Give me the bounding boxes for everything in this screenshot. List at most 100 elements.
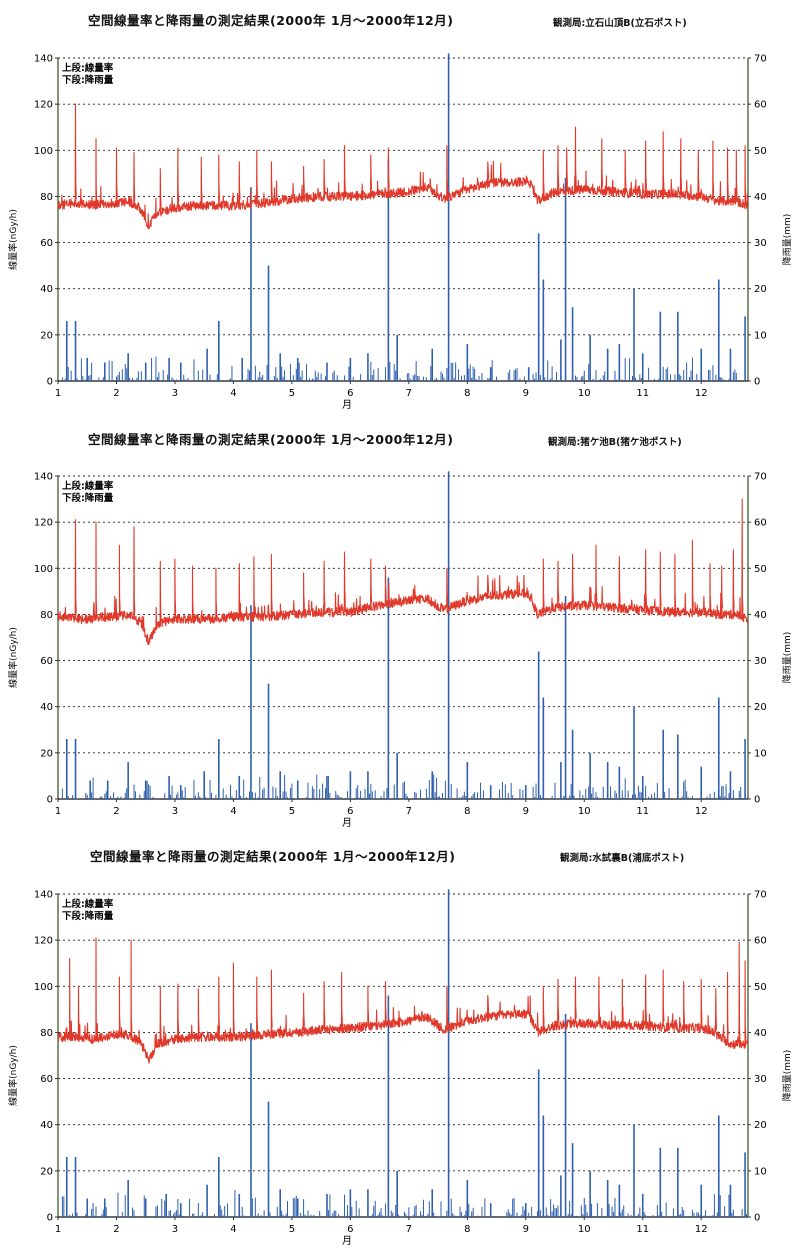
- y-tick-label-right: 0: [754, 795, 760, 806]
- x-axis-label: 月: [342, 399, 352, 411]
- y-tick-label-right: 20: [754, 284, 767, 295]
- x-tick-label: 10: [578, 806, 591, 817]
- x-tick-label: 8: [464, 806, 470, 817]
- y-tick-label-left: 0: [47, 795, 53, 806]
- y-tick-label-right: 20: [754, 1120, 767, 1131]
- x-tick-label: 12: [695, 1224, 708, 1235]
- y-tick-label-left: 40: [40, 702, 53, 713]
- x-tick-label: 4: [230, 1224, 236, 1235]
- legend-upper: 上段:線量率: [62, 480, 114, 492]
- y-axis-label-right: 降雨量(mm): [781, 214, 793, 266]
- y-tick-label-left: 100: [34, 564, 53, 575]
- y-tick-label-left: 80: [40, 610, 53, 621]
- y-tick-label-left: 40: [40, 1120, 53, 1131]
- legend-upper: 上段:線量率: [62, 898, 114, 910]
- x-tick-label: 11: [636, 388, 649, 399]
- x-tick-label: 10: [578, 388, 591, 399]
- x-tick-label: 12: [695, 806, 708, 817]
- y-tick-label-left: 0: [47, 377, 53, 388]
- y-tick-label-left: 20: [40, 1166, 53, 1177]
- x-tick-label: 1: [55, 806, 61, 817]
- y-tick-label-left: 60: [40, 238, 53, 249]
- chart-title: 空間線量率と降雨量の測定結果(2000年 1月～2000年12月): [88, 13, 454, 28]
- y-tick-label-right: 30: [754, 1074, 767, 1085]
- chart-panel-urasoko: 空間線量率と降雨量の測定結果(2000年 1月～2000年12月) 観測局:水試…: [0, 836, 800, 1253]
- dose-rate-line: [57, 937, 749, 1064]
- y-tick-label-left: 140: [34, 472, 53, 483]
- y-tick-label-right: 10: [754, 330, 767, 341]
- x-tick-label: 8: [464, 1224, 470, 1235]
- x-axis-label: 月: [342, 1235, 352, 1247]
- x-tick-label: 6: [347, 388, 353, 399]
- x-tick-label: 1: [55, 388, 61, 399]
- y-tick-label-left: 20: [40, 330, 53, 341]
- y-tick-label-left: 120: [34, 100, 53, 111]
- x-tick-label: 12: [695, 388, 708, 399]
- chart-panel-tateishi: 空間線量率と降雨量の測定結果(2000年 1月～2000年12月) 観測局:立石…: [0, 0, 800, 418]
- x-tick-label: 2: [113, 388, 119, 399]
- x-tick-label: 11: [636, 1224, 649, 1235]
- y-tick-label-right: 50: [754, 982, 767, 993]
- x-tick-label: 5: [289, 806, 295, 817]
- x-tick-label: 4: [230, 388, 236, 399]
- chart-title: 空間線量率と降雨量の測定結果(2000年 1月～2000年12月): [90, 849, 456, 864]
- y-tick-label-right: 70: [754, 54, 767, 65]
- x-tick-label: 8: [464, 388, 470, 399]
- y-tick-label-left: 60: [40, 656, 53, 667]
- dose-rate-line: [57, 498, 749, 645]
- legend-lower: 下段:降雨量: [62, 492, 114, 504]
- x-tick-label: 3: [172, 806, 178, 817]
- y-axis-label-left: 線量率(nGy/h): [7, 1045, 19, 1106]
- y-tick-label-left: 100: [34, 982, 53, 993]
- y-tick-label-right: 40: [754, 192, 767, 203]
- legend-lower: 下段:降雨量: [62, 74, 114, 86]
- y-tick-label-right: 70: [754, 890, 767, 901]
- x-tick-label: 1: [55, 1224, 61, 1235]
- y-tick-label-left: 120: [34, 518, 53, 529]
- y-tick-label-right: 60: [754, 100, 767, 111]
- y-axis-label-left: 線量率(nGy/h): [7, 209, 19, 270]
- y-axis-label-right: 降雨量(mm): [781, 1050, 793, 1102]
- y-tick-label-right: 30: [754, 238, 767, 249]
- y-tick-label-right: 50: [754, 146, 767, 157]
- y-tick-label-left: 80: [40, 192, 53, 203]
- x-tick-label: 7: [406, 388, 412, 399]
- x-tick-label: 7: [406, 1224, 412, 1235]
- x-tick-label: 9: [523, 806, 529, 817]
- y-tick-label-right: 40: [754, 610, 767, 621]
- y-tick-label-right: 60: [754, 936, 767, 947]
- y-tick-label-right: 10: [754, 1166, 767, 1177]
- x-tick-label: 3: [172, 388, 178, 399]
- x-tick-label: 6: [347, 806, 353, 817]
- y-tick-label-right: 10: [754, 748, 767, 759]
- y-tick-label-left: 40: [40, 284, 53, 295]
- y-tick-label-left: 0: [47, 1213, 53, 1224]
- station-label: 観測局:猪ケ池B(猪ケ池ポスト): [548, 437, 682, 448]
- y-tick-label-left: 120: [34, 936, 53, 947]
- x-tick-label: 3: [172, 1224, 178, 1235]
- rainfall-noise-group: [61, 1189, 748, 1217]
- x-tick-label: 9: [523, 1224, 529, 1235]
- y-tick-label-right: 0: [754, 377, 760, 388]
- station-label: 観測局:立石山頂B(立石ポスト): [553, 18, 687, 29]
- x-axis-label: 月: [342, 817, 352, 829]
- chart-panel-inogaike: 空間線量率と降雨量の測定結果(2000年 1月～2000年12月) 観測局:猪ケ…: [0, 418, 800, 836]
- dose-rate-line: [57, 103, 749, 230]
- y-tick-label-right: 30: [754, 656, 767, 667]
- x-tick-label: 2: [113, 1224, 119, 1235]
- y-tick-label-right: 0: [754, 1213, 760, 1224]
- chart-title: 空間線量率と降雨量の測定結果(2000年 1月～2000年12月): [88, 432, 454, 447]
- x-tick-label: 2: [113, 806, 119, 817]
- y-tick-label-left: 140: [34, 890, 53, 901]
- x-tick-label: 10: [578, 1224, 591, 1235]
- y-tick-label-left: 100: [34, 146, 53, 157]
- x-tick-label: 5: [289, 1224, 295, 1235]
- y-tick-label-left: 140: [34, 54, 53, 65]
- x-tick-label: 6: [347, 1224, 353, 1235]
- y-tick-label-right: 70: [754, 472, 767, 483]
- y-tick-label-right: 60: [754, 518, 767, 529]
- rainfall-noise-group: [61, 356, 737, 381]
